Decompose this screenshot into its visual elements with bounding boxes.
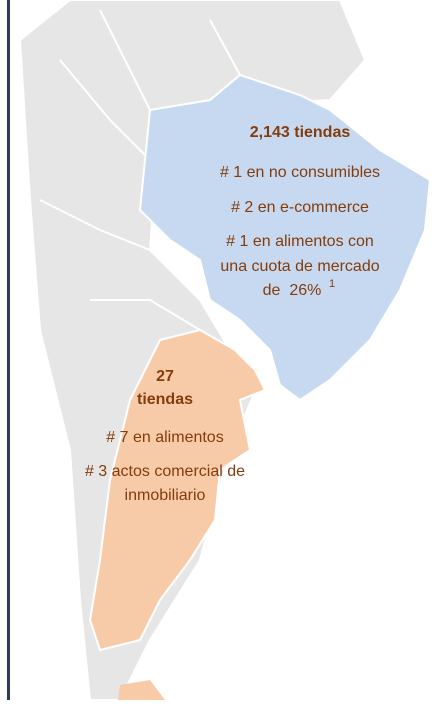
argentina-line: inmobiliario	[125, 487, 206, 504]
brazil-line: # 1 en no consumibles	[220, 164, 380, 181]
argentina-stores-label: tiendas	[137, 391, 193, 408]
footnote: 1	[329, 278, 335, 290]
left-border	[7, 0, 10, 700]
brazil-line: # 2 en e-commerce	[231, 199, 369, 216]
brazil-line: de 26%	[263, 282, 322, 299]
argentina-stores-count: 27	[156, 368, 174, 385]
brazil-line: # 1 en alimentos con	[226, 233, 374, 250]
argentina	[88, 328, 267, 652]
argentina-line: # 7 en alimentos	[106, 429, 223, 446]
brazil-stores: 2,143 tiendas	[250, 124, 351, 141]
argentina-south	[118, 680, 165, 700]
argentina-line: # 3 actos comercial de	[85, 463, 245, 480]
brazil-line: una cuota de mercado	[220, 258, 379, 275]
region-line	[39, 9, 241, 331]
brazil	[138, 73, 432, 402]
